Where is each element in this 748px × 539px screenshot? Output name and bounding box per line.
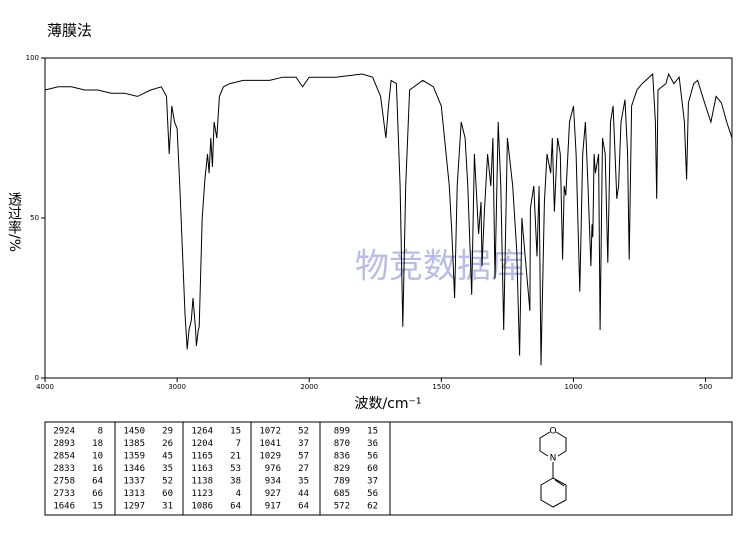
intensity-cell: 64	[298, 502, 309, 512]
intensity-cell: 15	[92, 502, 103, 512]
x-axis-label: 波数/cm⁻¹	[354, 396, 421, 412]
x-tick-label: 1500	[432, 383, 450, 391]
intensity-cell: 52	[162, 477, 173, 487]
y-tick-label: 0	[35, 374, 39, 382]
x-tick-label: 3000	[168, 383, 186, 391]
intensity-cell: 15	[230, 427, 241, 437]
intensity-cell: 56	[367, 489, 378, 499]
intensity-cell: 52	[298, 427, 309, 437]
intensity-cell: 36	[367, 439, 378, 449]
wavenumber-cell: 1072	[259, 427, 281, 437]
intensity-cell: 56	[367, 452, 378, 462]
wavenumber-cell: 1138	[191, 477, 213, 487]
wavenumber-cell: 1337	[123, 477, 145, 487]
intensity-cell: 18	[92, 439, 103, 449]
wavenumber-cell: 1204	[191, 439, 213, 449]
intensity-cell: 62	[367, 502, 378, 512]
structure	[539, 431, 567, 508]
wavenumber-cell: 789	[334, 477, 350, 487]
atom: O	[549, 427, 556, 437]
wavenumber-cell: 1041	[259, 439, 281, 449]
wavenumber-cell: 1264	[191, 427, 213, 437]
intensity-cell: 38	[230, 477, 241, 487]
wavenumber-cell: 934	[265, 477, 281, 487]
wavenumber-cell: 1029	[259, 452, 281, 462]
wavenumber-cell: 1297	[123, 502, 145, 512]
wavenumber-cell: 870	[334, 439, 350, 449]
wavenumber-cell: 2854	[53, 452, 75, 462]
intensity-cell: 44	[298, 489, 309, 499]
wavenumber-cell: 927	[265, 489, 281, 499]
spectrum-line	[44, 72, 733, 366]
wavenumber-cell: 1385	[123, 439, 145, 449]
intensity-cell: 64	[230, 502, 241, 512]
intensity-cell: 64	[92, 477, 103, 487]
wavenumber-cell: 899	[334, 427, 350, 437]
x-tick-label: 4000	[36, 383, 54, 391]
wavenumber-cell: 976	[265, 464, 281, 474]
wavenumber-cell: 836	[334, 452, 350, 462]
wavenumber-cell: 1086	[191, 502, 213, 512]
y-tick-label: 50	[30, 214, 39, 222]
wavenumber-cell: 2833	[53, 464, 75, 474]
intensity-cell: 60	[162, 489, 173, 499]
wavenumber-cell: 685	[334, 489, 350, 499]
wavenumber-cell: 1359	[123, 452, 145, 462]
x-tick-label: 2000	[300, 383, 318, 391]
x-tick-label: 1000	[565, 383, 583, 391]
intensity-cell: 26	[162, 439, 173, 449]
intensity-cell: 37	[298, 439, 309, 449]
wavenumber-cell: 1646	[53, 502, 75, 512]
intensity-cell: 27	[298, 464, 309, 474]
intensity-cell: 57	[298, 452, 309, 462]
bond	[539, 431, 567, 508]
table-frame	[44, 421, 733, 516]
wavenumber-cell: 1163	[191, 464, 213, 474]
intensity-cell: 45	[162, 452, 173, 462]
wavenumber-cell: 2924	[53, 427, 75, 437]
intensity-cell: 21	[230, 452, 241, 462]
wavenumber-cell: 2893	[53, 439, 75, 449]
wavenumber-cell: 1346	[123, 464, 145, 474]
y-tick-label: 100	[26, 54, 39, 62]
intensity-cell: 31	[162, 502, 173, 512]
intensity-cell: 10	[92, 452, 103, 462]
wavenumber-cell: 572	[334, 502, 350, 512]
intensity-cell: 66	[92, 489, 103, 499]
chart-title: 薄膜法	[47, 22, 92, 40]
wavenumber-cell: 2733	[53, 489, 75, 499]
intensity-cell: 37	[367, 477, 378, 487]
intensity-cell: 53	[230, 464, 241, 474]
wavenumber-cell: 2758	[53, 477, 75, 487]
wavenumber-cell: 829	[334, 464, 350, 474]
intensity-cell: 16	[92, 464, 103, 474]
intensity-cell: 29	[162, 427, 173, 437]
intensity-cell: 7	[236, 439, 241, 449]
wavenumber-cell: 1450	[123, 427, 145, 437]
intensity-cell: 35	[162, 464, 173, 474]
watermark: 物竞数据库	[355, 247, 525, 287]
intensity-cell: 8	[98, 427, 103, 437]
intensity-cell: 4	[236, 489, 241, 499]
wavenumber-cell: 1165	[191, 452, 213, 462]
x-tick-label: 500	[699, 383, 712, 391]
intensity-cell: 35	[298, 477, 309, 487]
wavenumber-cell: 917	[265, 502, 281, 512]
wavenumber-cell: 1313	[123, 489, 145, 499]
intensity-cell: 60	[367, 464, 378, 474]
intensity-cell: 15	[367, 427, 378, 437]
y-axis-label: 透过率/%	[6, 192, 22, 252]
wavenumber-cell: 1123	[191, 489, 213, 499]
atom: N	[550, 454, 557, 464]
